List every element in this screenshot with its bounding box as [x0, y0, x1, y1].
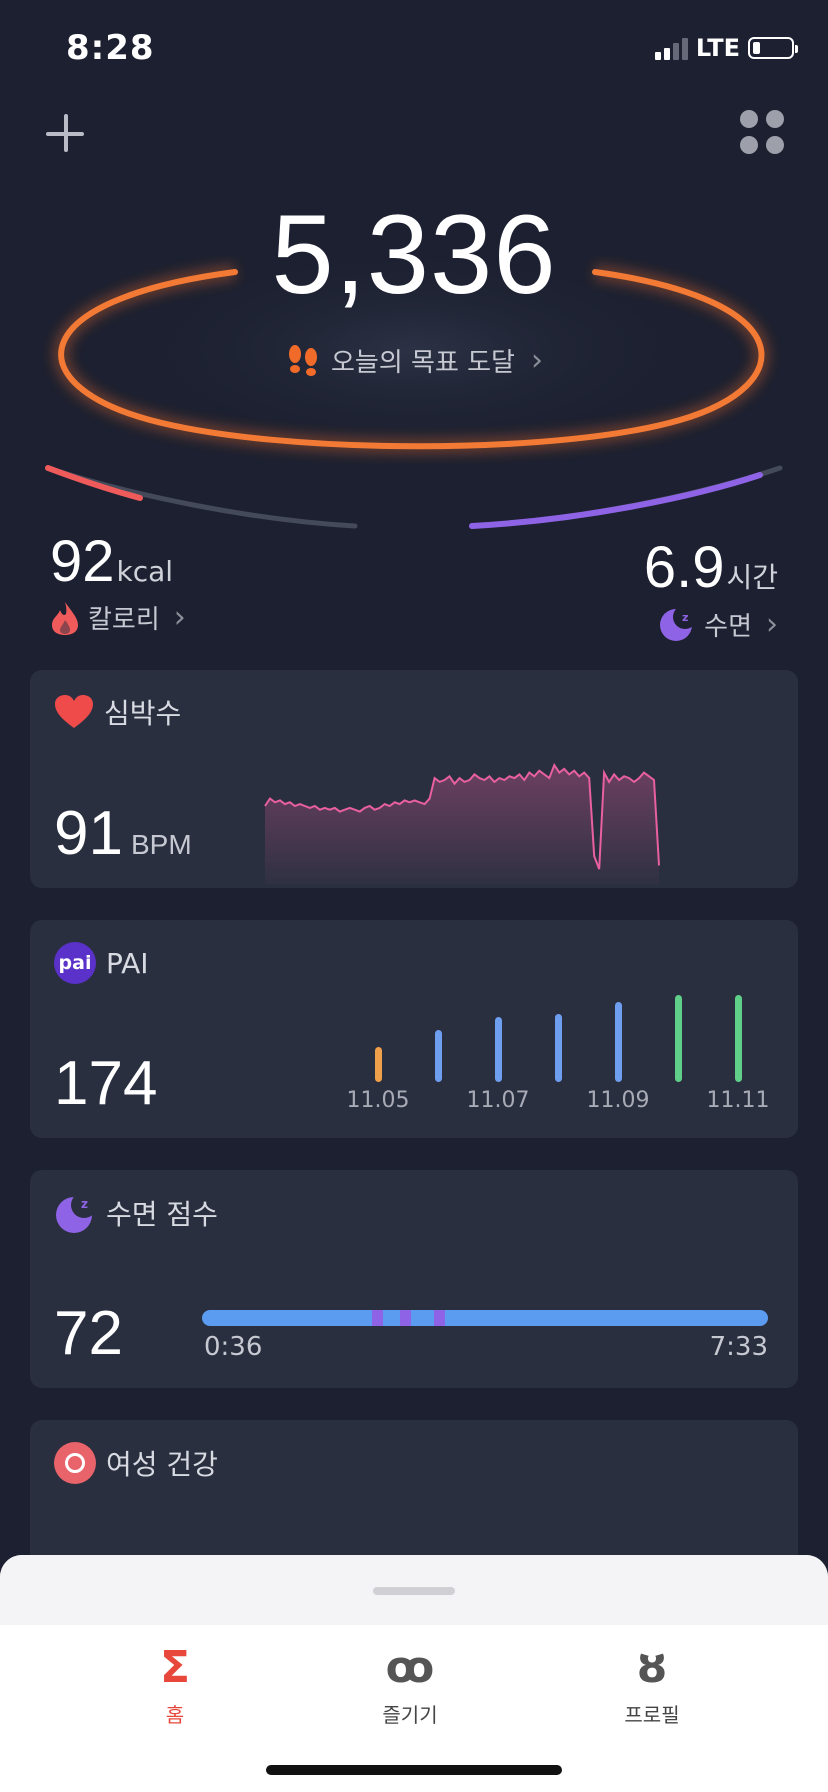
- tab-home-label: 홈: [165, 1703, 185, 1727]
- heart-icon: [55, 695, 93, 728]
- flame-icon: [52, 601, 78, 635]
- heart-rate-line: [264, 762, 660, 870]
- profile-icon: ȣ: [637, 1642, 667, 1693]
- sleep-stat[interactable]: 6.9시간 z 수면 ›: [644, 534, 778, 643]
- calories-unit: kcal: [116, 555, 174, 588]
- tab-profile-label: 프로필: [624, 1703, 680, 1727]
- sleep-awake-mark: [400, 1310, 412, 1326]
- svg-text:z: z: [682, 611, 688, 624]
- sleep-hours-value: 6.9: [643, 535, 725, 600]
- goal-row[interactable]: 오늘의 목표 도달 ›: [0, 342, 828, 379]
- calories-value: 92: [50, 529, 115, 594]
- sleep-awake-mark: [434, 1310, 446, 1326]
- pai-bar: [435, 1030, 442, 1082]
- sleep-timeline-bar: [202, 1310, 768, 1326]
- pai-date-label: 11.07: [466, 1088, 530, 1113]
- calories-label: 칼로리: [88, 605, 160, 635]
- home-indicator: [266, 1765, 562, 1775]
- pai-bar: [615, 1002, 622, 1082]
- women-health-title: 여성 건강: [106, 1448, 218, 1481]
- pai-title: PAI: [106, 946, 149, 980]
- heart-rate-area: [265, 765, 659, 884]
- heart-rate-chart: [264, 762, 660, 884]
- pai-bar: [495, 1017, 502, 1082]
- home-sigma-icon: Σ: [159, 1642, 191, 1693]
- pai-bar: [735, 995, 742, 1082]
- steps-count: 5,336: [271, 192, 557, 317]
- svg-text:z: z: [81, 1197, 88, 1211]
- sleep-arc: [469, 472, 763, 529]
- chevron-right-icon: ›: [530, 343, 543, 378]
- tab-home[interactable]: Σ 홈: [115, 1643, 235, 1728]
- chevron-right-icon: ›: [766, 606, 778, 642]
- moon-icon: z: [660, 605, 697, 641]
- status-time: 8:28: [66, 28, 155, 68]
- calories-stat[interactable]: 92kcal 칼로리 ›: [50, 528, 186, 636]
- bottom-sheet: Σ 홈 ꝏ 즐기기 ȣ 프로필: [0, 1555, 828, 1792]
- sleep-awake-mark: [371, 1310, 383, 1326]
- discover-icon: ꝏ: [385, 1642, 435, 1693]
- calorie-arc: [45, 465, 143, 501]
- battery-icon: [748, 37, 798, 59]
- network-label: LTE: [695, 34, 740, 62]
- pai-card[interactable]: pai PAI 174 11.05 11.07 11.09 11.11: [30, 920, 798, 1138]
- status-bar: 8:28 LTE: [0, 0, 828, 100]
- sleep-score-card[interactable]: z 수면 점수 72 0:36 7:33: [30, 1170, 798, 1388]
- sheet-drag-handle[interactable]: [373, 1587, 455, 1595]
- pai-bar: [375, 1047, 382, 1082]
- pai-icon: pai: [54, 942, 96, 984]
- sleep-hours-unit: 시간: [726, 561, 778, 594]
- tab-discover-label: 즐기기: [382, 1703, 438, 1727]
- sleep-label: 수면: [704, 611, 752, 642]
- tab-discover[interactable]: ꝏ 즐기기: [350, 1643, 470, 1728]
- heart-rate-card[interactable]: 심박수 91 BPM: [30, 670, 798, 888]
- pai-date-label: 11.09: [586, 1088, 650, 1113]
- pai-value: 174: [54, 1049, 158, 1118]
- moon-icon: z: [56, 1192, 96, 1233]
- sleep-start-time: 0:36: [204, 1332, 263, 1362]
- signal-icon: [654, 36, 688, 60]
- goal-text: 오늘의 목표 도달: [331, 348, 515, 378]
- footprint-icon: [289, 344, 317, 376]
- add-button[interactable]: [40, 108, 90, 158]
- sleep-end-time: 7:33: [709, 1332, 768, 1362]
- chevron-right-icon: ›: [173, 600, 186, 635]
- pai-date-label: 11.05: [346, 1088, 410, 1113]
- women-health-card[interactable]: 여성 건강: [30, 1420, 798, 1580]
- heart-rate-value: 91 BPM: [54, 799, 192, 868]
- pai-bar: [555, 1014, 562, 1082]
- women-health-icon: [54, 1442, 96, 1484]
- heart-title: 심박수: [104, 697, 182, 730]
- sleep-score-value: 72: [54, 1299, 123, 1368]
- steps-ring: [45, 240, 783, 529]
- pai-bar: [675, 995, 682, 1082]
- sleep-score-title: 수면 점수: [106, 1198, 218, 1231]
- apps-grid-icon[interactable]: [740, 110, 788, 158]
- pai-date-label: 11.11: [706, 1088, 770, 1113]
- tab-profile[interactable]: ȣ 프로필: [592, 1643, 712, 1728]
